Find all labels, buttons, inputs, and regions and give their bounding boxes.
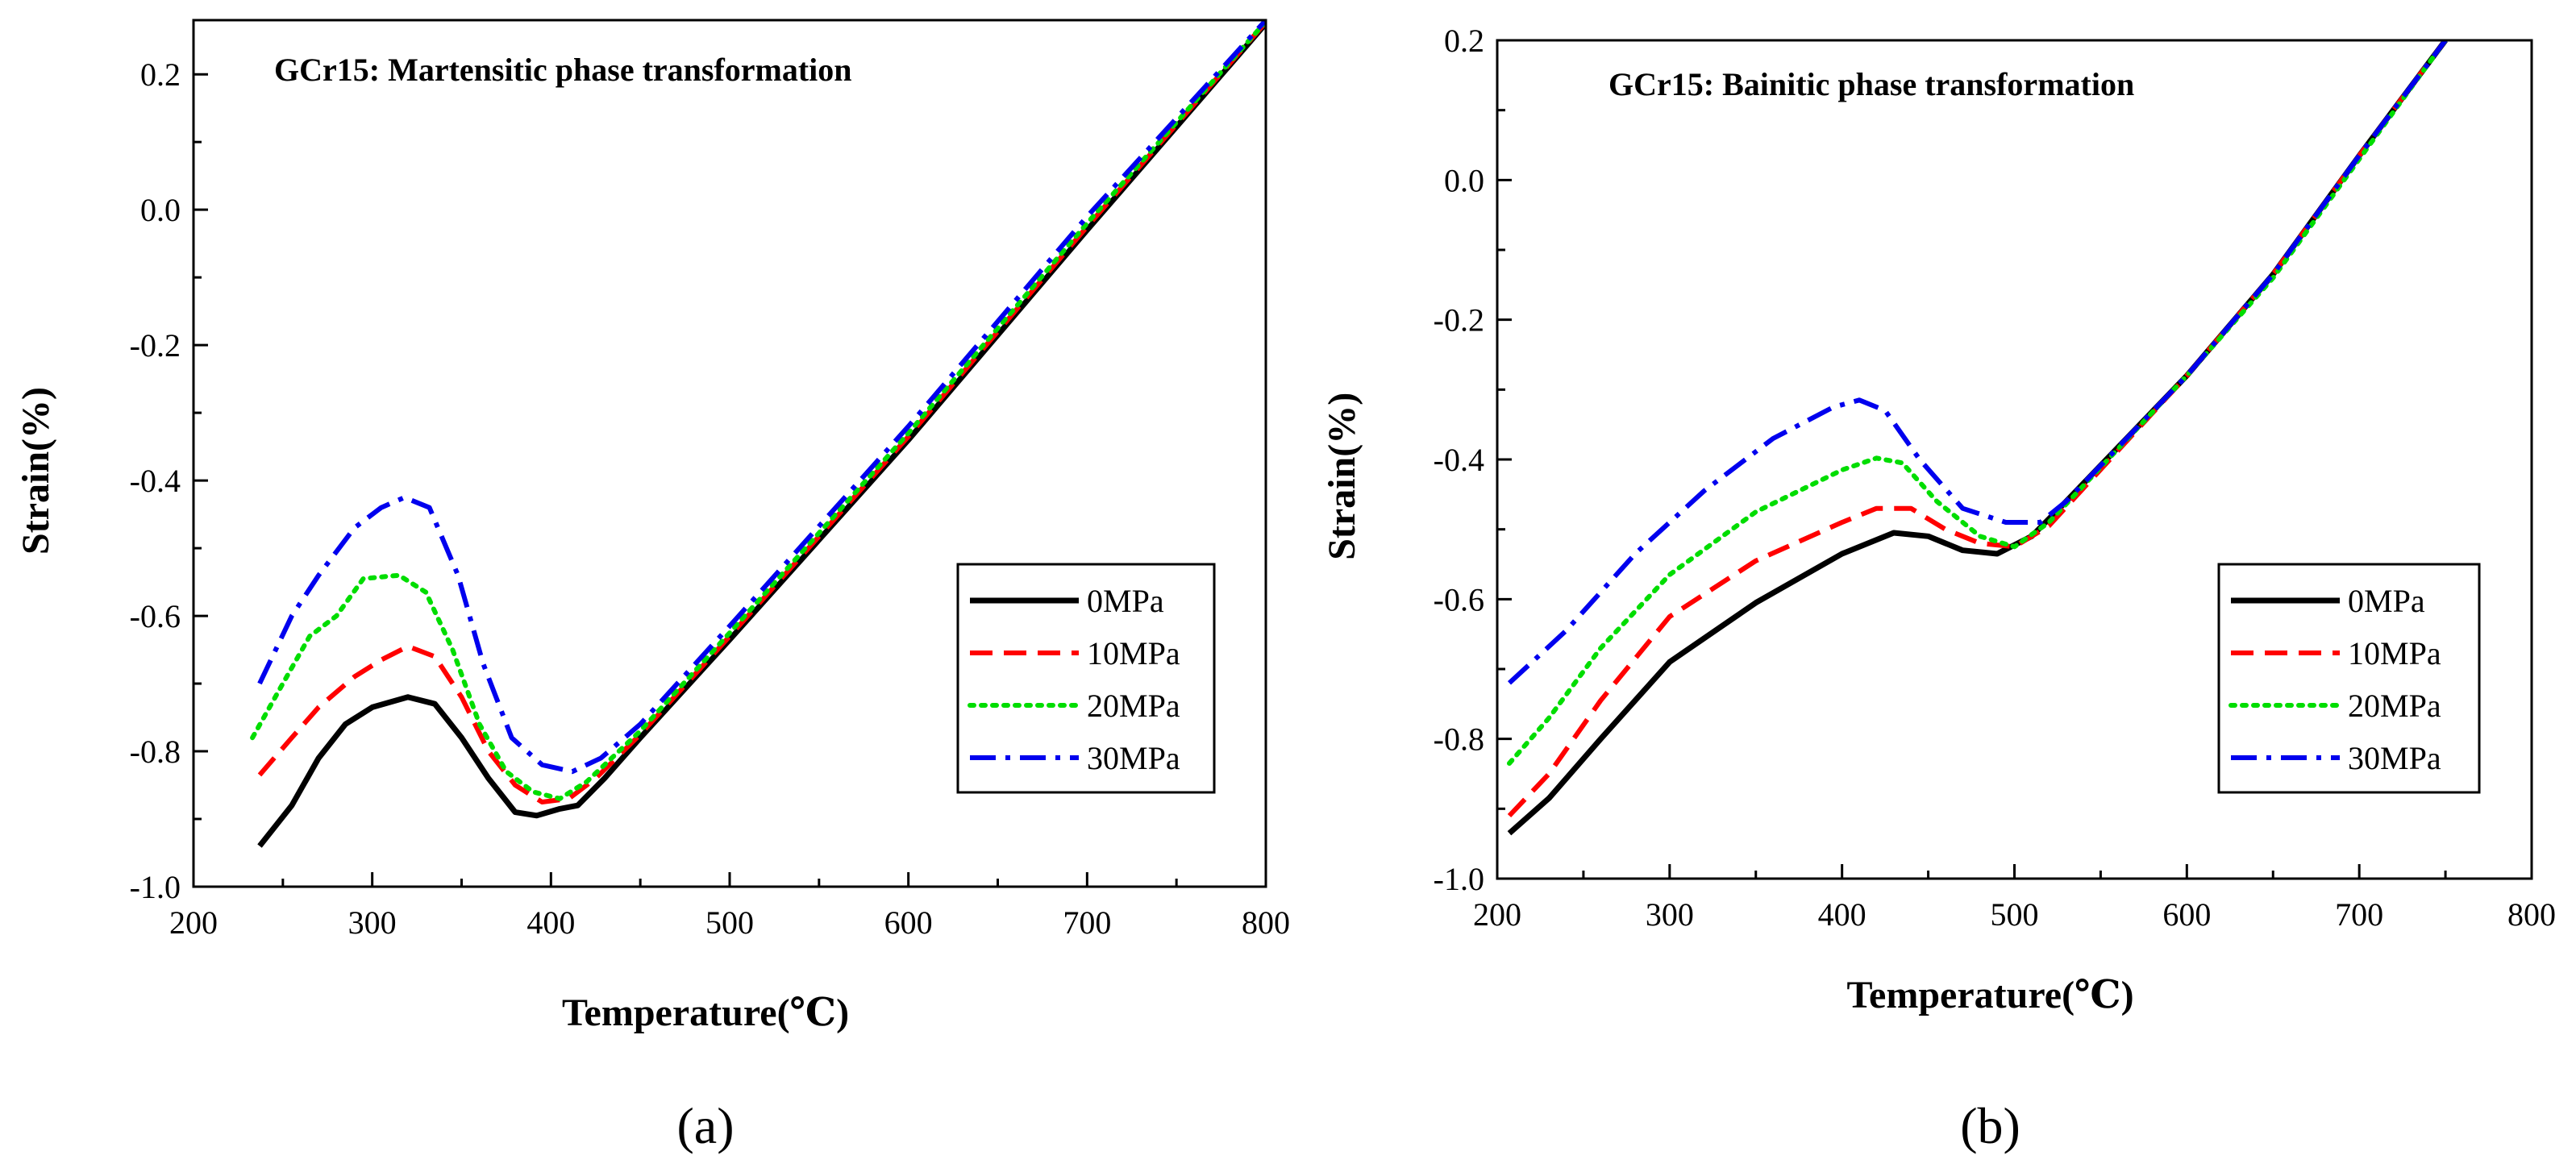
x-tick-label: 600 bbox=[2162, 896, 2211, 933]
y-tick-label: -0.8 bbox=[1434, 721, 1484, 758]
x-axis-label: Temperature(℃) bbox=[562, 991, 849, 1034]
x-tick-label: 700 bbox=[1063, 904, 1111, 941]
x-tick-label: 800 bbox=[1242, 904, 1290, 941]
panel-label: (b) bbox=[1960, 1097, 2020, 1154]
legend-label-10mpa: 10MPa bbox=[2348, 635, 2441, 671]
legend-label-0mpa: 0MPa bbox=[2348, 583, 2425, 619]
legend-label-20mpa: 20MPa bbox=[2348, 688, 2441, 724]
x-axis-label: Temperature(℃) bbox=[1846, 974, 2133, 1016]
legend: 0MPa 10MPa 20MPa 30MPa bbox=[2217, 563, 2481, 794]
y-tick-label: -0.4 bbox=[130, 463, 181, 499]
y-tick-label: -0.2 bbox=[130, 327, 181, 364]
y-tick-label: -0.4 bbox=[1434, 442, 1484, 478]
x-tick-label: 400 bbox=[1818, 896, 1866, 933]
x-tick-label: 300 bbox=[348, 904, 397, 941]
series-line-20mpa bbox=[250, 20, 1266, 801]
y-axis-label: Strain(%) bbox=[1321, 393, 1363, 560]
x-tick-label: 300 bbox=[1646, 896, 1694, 933]
y-tick-label: -1.0 bbox=[130, 869, 181, 905]
chart-title: GCr15: Martensitic phase transformation bbox=[274, 52, 852, 88]
y-tick-label: -0.6 bbox=[1434, 581, 1484, 617]
x-tick-label: 800 bbox=[2507, 896, 2556, 933]
chart-panel-a: 200 300 400 500 600 700 800 -1.0 -0.8 -0.6 -0.4 -0.… bbox=[15, 19, 1290, 1154]
y-tick-label: 0.0 bbox=[1444, 162, 1484, 198]
chart-panel-b: 200 300 400 500 600 700 800 -1.0 -0.8 -0.6 -0.4 -0.… bbox=[1321, 23, 2556, 1154]
legend: 0MPa 10MPa 20MPa 30MPa bbox=[956, 563, 1216, 794]
series-line-10mpa bbox=[1507, 40, 2448, 818]
x-tick-label: 500 bbox=[705, 904, 754, 941]
y-tick-label: -0.6 bbox=[130, 598, 181, 634]
series-line-30mpa bbox=[1507, 40, 2448, 685]
legend-label-20mpa: 20MPa bbox=[1087, 688, 1180, 724]
y-tick-label: -0.8 bbox=[130, 734, 181, 770]
y-tick-label: 0.2 bbox=[1444, 23, 1484, 59]
x-tick-label: 400 bbox=[526, 904, 575, 941]
y-tick-label: -1.0 bbox=[1434, 861, 1484, 897]
x-tick-label: 200 bbox=[1473, 896, 1521, 933]
x-tick-label: 600 bbox=[884, 904, 933, 941]
panel-label: (a) bbox=[676, 1097, 734, 1154]
chart-title: GCr15: Bainitic phase transformation bbox=[1608, 66, 2134, 102]
y-tick-label: 0.2 bbox=[140, 56, 181, 93]
y-axis-label: Strain(%) bbox=[15, 387, 57, 555]
x-tick-label: 200 bbox=[169, 904, 218, 941]
legend-label-30mpa: 30MPa bbox=[1087, 740, 1180, 776]
x-tick-label: 500 bbox=[1991, 896, 2039, 933]
y-tick-label: -0.2 bbox=[1434, 302, 1484, 339]
legend-label-0mpa: 0MPa bbox=[1087, 583, 1164, 619]
series-line-30mpa bbox=[257, 20, 1266, 775]
legend-label-10mpa: 10MPa bbox=[1087, 635, 1180, 671]
x-tick-label: 700 bbox=[2335, 896, 2383, 933]
y-tick-label: 0.0 bbox=[140, 192, 181, 228]
legend-label-30mpa: 30MPa bbox=[2348, 740, 2441, 776]
series-group bbox=[250, 20, 1266, 848]
series-group bbox=[1507, 40, 2449, 836]
